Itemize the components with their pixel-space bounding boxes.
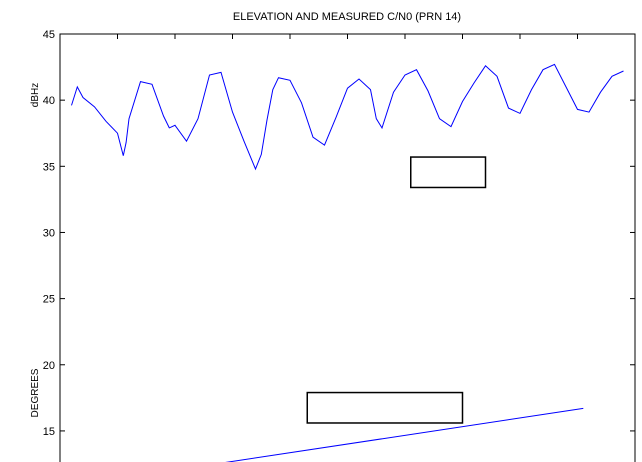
y-tick-label: 45: [43, 29, 55, 41]
series-line-elevation: [225, 407, 584, 462]
y-tick-label: 30: [43, 227, 55, 239]
y-tick-label: 20: [43, 360, 55, 372]
series-line-cn0: [71, 63, 624, 171]
plot-frame: [59, 33, 636, 462]
annotation-box-2: [306, 391, 464, 424]
y-tick-label: 25: [43, 294, 55, 306]
chart-title: ELEVATION AND MEASURED C/N0 (PRN 14): [233, 11, 461, 23]
y-axis-label-cn0: dBHz: [30, 83, 41, 107]
annotation-box-1: [410, 156, 487, 189]
y-axis-labels: dBHz DEGREES: [30, 83, 41, 418]
y-axis-label-elevation: DEGREES: [30, 368, 41, 417]
plot-area: 15 20 25 30 35 40 45: [43, 29, 635, 462]
y-tick-label: 35: [43, 161, 55, 173]
y-tick-label: 40: [43, 95, 55, 107]
y-tick-label: 15: [43, 426, 55, 438]
